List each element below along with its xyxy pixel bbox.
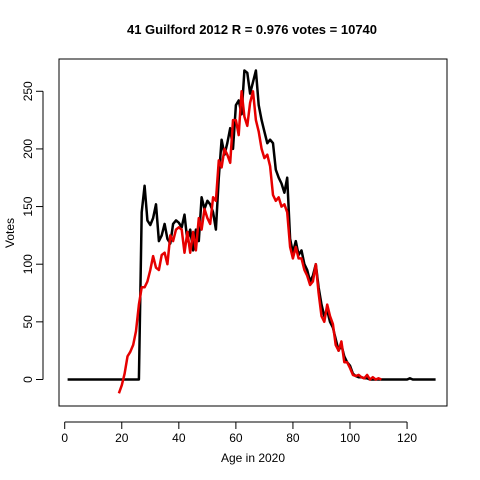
chart-title: 41 Guilford 2012 R = 0.976 votes = 10740: [127, 22, 377, 37]
x-tick-label: 0: [61, 431, 68, 445]
x-tick-label: 100: [340, 431, 360, 445]
x-tick-label: 40: [172, 431, 186, 445]
y-tick-label: 50: [21, 315, 35, 329]
series-line-1: [67, 69, 436, 381]
y-tick-label: 100: [21, 254, 35, 274]
series-line-2: [117, 90, 382, 394]
x-tick-label: 60: [229, 431, 243, 445]
y-tick-label: 0: [21, 376, 35, 383]
y-tick-label: 250: [21, 81, 35, 101]
y-tick-label: 150: [21, 196, 35, 216]
x-axis-label: Age in 2020: [221, 451, 285, 465]
plot-frame: [58, 58, 448, 407]
y-axis-label: Votes: [3, 218, 17, 248]
y-tick-label: 200: [21, 139, 35, 159]
series-layer: [67, 69, 436, 394]
y-axis: 0 50 100 150 200 250: [21, 81, 44, 383]
x-axis: 0 20 40 60 80 100 120: [61, 421, 417, 445]
x-tick-label: 20: [115, 431, 129, 445]
x-tick-label: 80: [286, 431, 300, 445]
x-tick-label: 120: [397, 431, 417, 445]
